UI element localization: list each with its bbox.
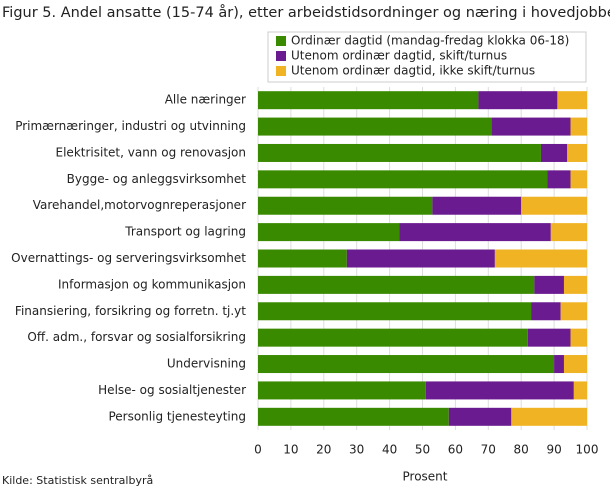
bar-segment [258,223,400,242]
x-tick-label: 100 [576,443,599,457]
y-tick-label: Bygge- og anleggsvirksomhet [67,172,247,186]
bar-segment [258,407,449,426]
bar-segment [258,275,535,294]
x-tick-label: 30 [349,443,364,457]
bar-segment [540,143,568,162]
bar-segment [346,249,495,268]
y-tick-label: Personlig tjenesteyting [108,409,246,423]
bar-segment [258,143,541,162]
bar-segment [557,91,587,110]
bar-segment [425,381,574,400]
x-axis-label: Prosent [403,470,448,484]
y-tick-label: Primærnæringer, industri og utvinning [15,119,246,133]
y-tick-label: Elektrisitet, vann og renovasjon [56,145,246,159]
bar-segment [258,328,528,347]
y-tick-label: Undervisning [167,357,246,371]
bar-segment [258,117,492,136]
legend-label: Utenom ordinær dagtid, ikke skift/turnus [291,64,535,78]
x-tick-label: 10 [283,443,298,457]
legend-swatch [276,36,286,46]
bar-segment [399,223,551,242]
legend-swatch [276,66,286,76]
bar-segment [570,170,587,189]
bar-segment [550,223,587,242]
bar-segment [554,355,564,374]
y-tick-label: Informasjon og kommunikasjon [58,277,246,291]
bar-segment [573,381,587,400]
bar-segment [448,407,512,426]
bar-segment [570,117,587,136]
bar-segment [494,249,587,268]
x-tick-label: 0 [254,443,262,457]
x-tick-label: 60 [448,443,463,457]
bar-segment [563,275,587,294]
bar-segment [258,249,347,268]
bar-segment [570,328,587,347]
source: Kilde: Statistisk sentralbyrå [2,474,153,487]
legend-swatch [276,51,286,61]
x-tick-label: 40 [382,443,397,457]
y-tick-label: Off. adm., forsvar og sosialforsikring [27,330,246,344]
bar-segment [491,117,571,136]
legend-label: Ordinær dagtid (mandag-fredag klokka 06-… [291,34,569,48]
x-tick-label: 50 [415,443,430,457]
legend-label: Utenom ordinær dagtid, skift/turnus [291,49,507,63]
bar-segment [531,302,561,321]
y-tick-label: Varehandel,motorvognreperasjoner [33,198,246,212]
bar-segment [258,196,433,215]
y-tick-label: Overnattings- og serveringsvirksomhet [11,251,246,265]
bar-segment [258,91,479,110]
bar-segment [258,355,555,374]
y-tick-label: Finansiering, forsikring og forretn. tj.… [15,304,246,318]
bar-segment [567,143,587,162]
x-tick-label: 80 [514,443,529,457]
bar-segment [478,91,558,110]
bar-segment [432,196,522,215]
y-tick-label: Alle næringer [165,93,246,107]
bar-segment [563,355,587,374]
x-tick-label: 20 [316,443,331,457]
bar-segment [527,328,571,347]
y-tick-label: Helse- og sosialtjenester [98,383,246,397]
bar-segment [547,170,571,189]
bar-segment [560,302,587,321]
bar-segment [258,381,426,400]
bar-segment [258,302,532,321]
bar-segment [521,196,587,215]
chart-title: Figur 5. Andel ansatte (15-74 år), etter… [2,4,610,21]
bar-segment [534,275,564,294]
bar-segment [511,407,587,426]
x-tick-label: 90 [546,443,561,457]
x-tick-label: 70 [481,443,496,457]
legend-box [267,31,587,83]
bar-segment [258,170,548,189]
y-tick-label: Transport og lagring [124,225,246,239]
